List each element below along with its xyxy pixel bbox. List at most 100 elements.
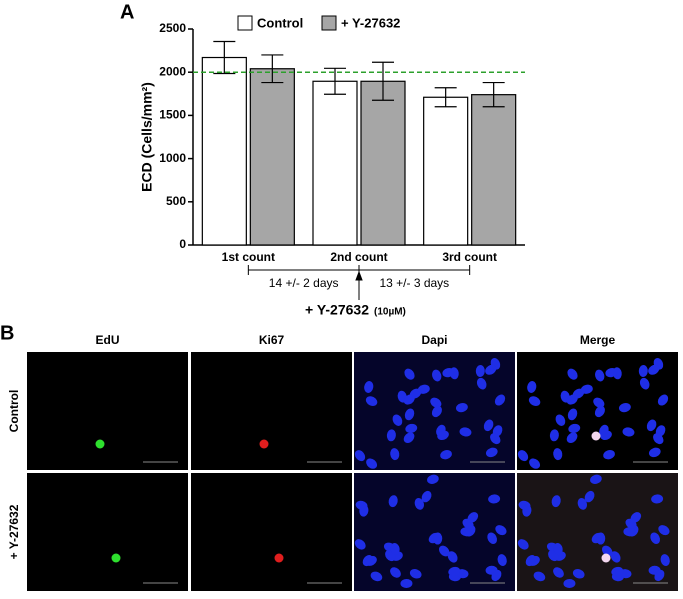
error-bar <box>261 54 284 84</box>
timeline <box>247 265 471 275</box>
labeled-cell <box>591 431 601 441</box>
nucleus <box>442 368 455 378</box>
nucleus <box>495 525 507 536</box>
nucleus <box>595 369 605 382</box>
nucleus <box>593 397 605 408</box>
error-bar <box>213 40 236 75</box>
nucleus <box>533 571 546 582</box>
nucleus <box>354 539 366 550</box>
nucleus <box>405 423 418 434</box>
nucleus <box>596 532 606 545</box>
nucleus <box>658 525 670 536</box>
nucleus <box>438 545 450 557</box>
bar <box>471 94 517 246</box>
nucleus <box>417 384 430 394</box>
row-label: Control <box>7 390 21 433</box>
nucleus <box>638 365 648 378</box>
annotation: 13 +/- 3 days <box>379 276 449 290</box>
nucleus <box>553 448 563 461</box>
nucleus <box>528 396 541 406</box>
nucleus <box>414 497 424 510</box>
nucleus <box>366 458 378 469</box>
nucleus <box>553 567 564 578</box>
annotation: 14 +/- 2 days <box>269 276 339 290</box>
nucleus <box>431 405 442 418</box>
nucleus <box>487 532 498 544</box>
nucleus <box>622 427 635 437</box>
nucleus <box>365 396 378 406</box>
nucleus <box>517 539 529 550</box>
nucleus <box>563 578 576 588</box>
nucleus <box>572 569 585 579</box>
nucleus <box>467 512 479 523</box>
y-tick-label: 0 <box>179 237 186 251</box>
micrograph <box>191 473 352 591</box>
nucleus <box>611 566 624 577</box>
bar <box>312 80 358 246</box>
nucleus <box>448 566 461 577</box>
nucleus <box>566 432 578 443</box>
nucleus <box>364 381 374 393</box>
nucleus <box>400 578 413 588</box>
nucleus <box>653 433 664 445</box>
nucleus <box>567 368 578 380</box>
nucleus <box>517 450 529 462</box>
nucleus <box>459 427 472 437</box>
column-header: Dapi <box>421 333 447 347</box>
labeled-cell <box>95 439 105 449</box>
nucleus <box>421 490 432 503</box>
x-tick-label: 3rd count <box>442 250 497 264</box>
legend-swatch <box>237 15 253 31</box>
nucleus <box>354 450 366 462</box>
nucleus <box>654 569 665 582</box>
nucleus <box>605 368 618 378</box>
nucleus <box>485 447 498 458</box>
labeled-cell <box>274 553 284 563</box>
nucleus <box>404 408 415 421</box>
nucleus <box>403 394 415 405</box>
micrograph <box>27 352 188 470</box>
nucleus <box>390 542 400 555</box>
nucleus <box>623 527 636 537</box>
nucleus <box>388 495 398 508</box>
nucleus <box>359 504 369 517</box>
nucleus <box>488 494 501 504</box>
nucleus <box>555 414 566 426</box>
nucleus <box>404 368 415 380</box>
nucleus <box>437 430 449 441</box>
nucleus <box>568 423 581 434</box>
nucleus <box>594 405 605 418</box>
arrow <box>355 270 363 300</box>
nucleus <box>650 532 661 544</box>
nucleus <box>522 504 532 517</box>
nucleus <box>660 554 670 566</box>
row-label: + Y-27632 <box>7 504 21 559</box>
y-tick-label: 2000 <box>159 64 186 78</box>
x-tick-label: 1st count <box>222 250 275 264</box>
bar <box>360 80 406 246</box>
bar <box>423 96 469 246</box>
error-bar <box>482 81 505 108</box>
column-header: Ki67 <box>259 333 285 347</box>
nucleus <box>403 432 415 443</box>
legend-label: + Y-27632 <box>341 15 400 30</box>
nucleus <box>657 394 669 406</box>
nucleus <box>553 542 563 555</box>
panel-label: A <box>120 1 134 23</box>
legend-label: Control <box>257 15 303 30</box>
y-tick-label: 500 <box>166 194 186 208</box>
nucleus <box>567 408 578 421</box>
treatment-dose: (10µM) <box>374 307 406 318</box>
error-bar <box>434 87 457 108</box>
nucleus <box>549 429 559 442</box>
nucleus <box>551 495 561 508</box>
nucleus <box>432 369 442 382</box>
error-bar <box>324 67 346 95</box>
x-tick-label: 2nd count <box>330 250 387 264</box>
nucleus <box>528 555 540 566</box>
nucleus <box>485 364 497 375</box>
nucleus <box>447 551 458 563</box>
nucleus <box>390 567 401 578</box>
bar <box>201 56 247 246</box>
